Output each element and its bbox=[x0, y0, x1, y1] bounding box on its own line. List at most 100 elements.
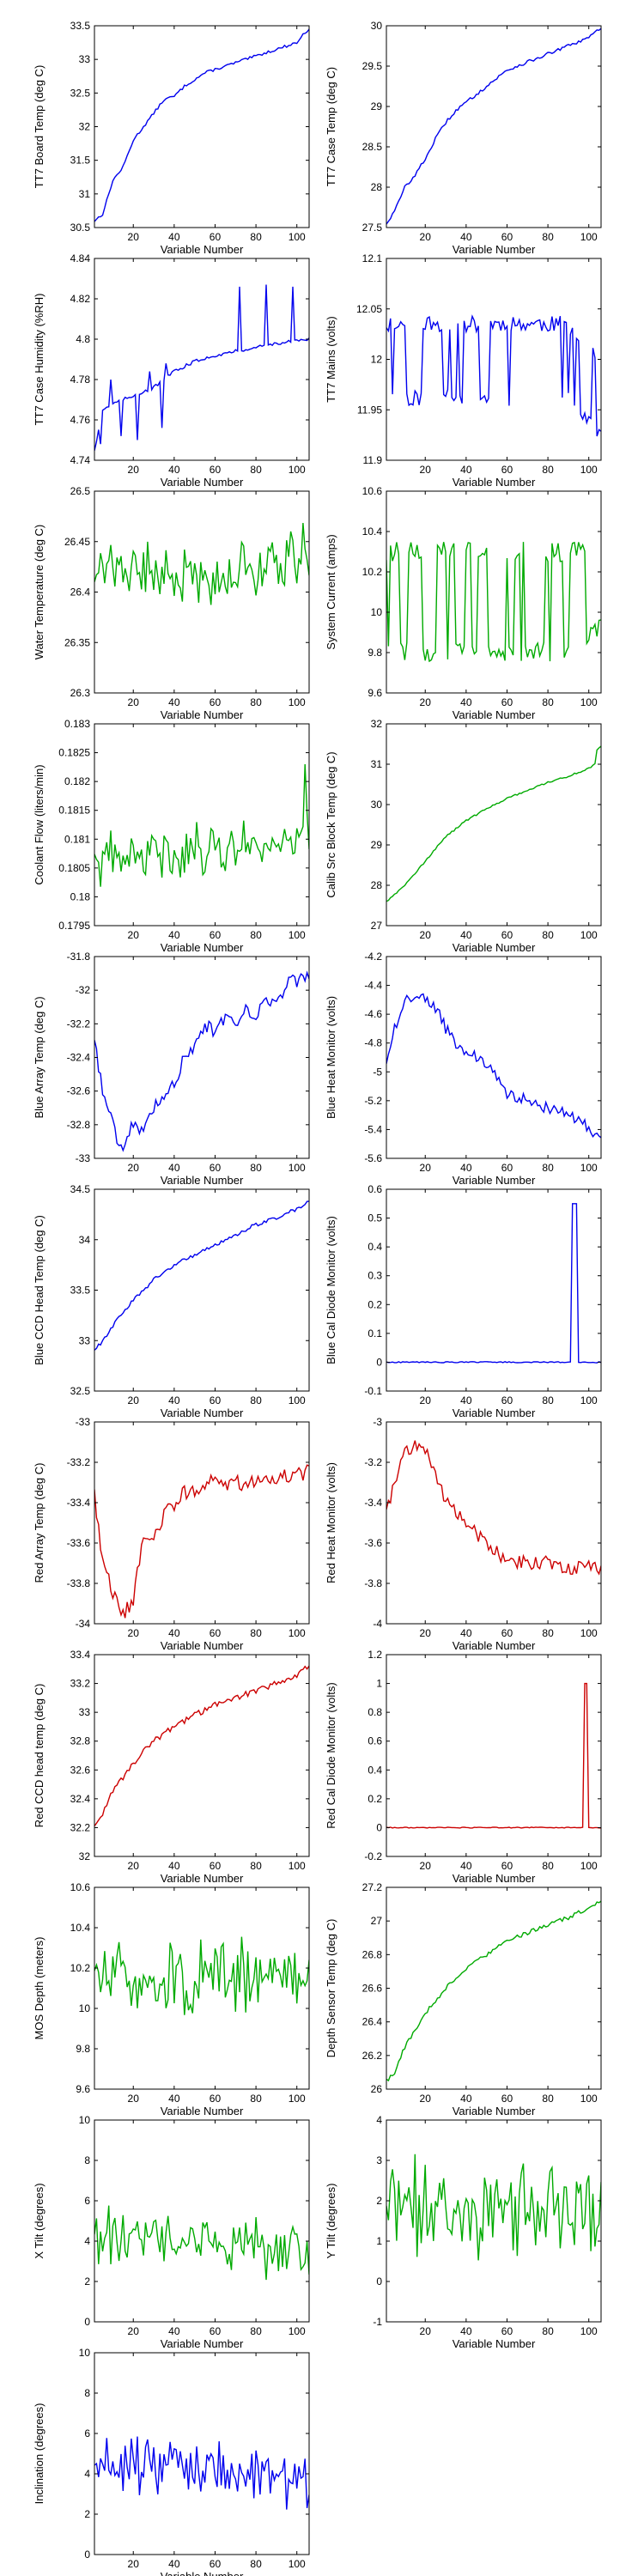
x-tick-label: 60 bbox=[501, 1627, 513, 1639]
x-tick-label: 100 bbox=[289, 2093, 306, 2105]
x-tick-label: 40 bbox=[168, 929, 180, 941]
x-tick-label: 100 bbox=[289, 1860, 306, 1872]
y-tick-label: 11.9 bbox=[363, 454, 383, 466]
x-axis-label: Variable Number bbox=[161, 2570, 244, 2576]
x-tick-label: 60 bbox=[210, 2093, 222, 2105]
y-tick-label: -3.2 bbox=[364, 1456, 382, 1468]
x-tick-label: 40 bbox=[460, 2325, 472, 2337]
x-tick-label: 80 bbox=[250, 929, 262, 941]
chart-panel-20: 20 40 60 80 100 -1 0 1 2 3 4 Variable Number Y Tilt … bbox=[325, 2114, 602, 2350]
x-axis-label: Variable Number bbox=[453, 2337, 536, 2350]
y-tick-label: 10.2 bbox=[70, 1962, 91, 1974]
x-tick-label: 20 bbox=[128, 1394, 140, 1406]
x-axis-label: Variable Number bbox=[453, 2105, 536, 2117]
plot-frame bbox=[386, 1421, 602, 1625]
y-tick-label: -4.6 bbox=[364, 1008, 382, 1020]
plot-frame bbox=[94, 2119, 310, 2323]
y-tick-label: 1.2 bbox=[368, 1649, 382, 1661]
plot-frame bbox=[386, 25, 602, 228]
y-tick-label: 33 bbox=[79, 1334, 91, 1346]
y-tick-label: 31.5 bbox=[70, 155, 91, 167]
x-tick-label: 40 bbox=[460, 929, 472, 941]
plot-frame bbox=[94, 1654, 310, 1857]
y-axis-label: Depth Sensor Temp (deg C) bbox=[325, 1919, 337, 2058]
y-tick-label: 9.6 bbox=[76, 2083, 90, 2095]
x-tick-label: 80 bbox=[542, 231, 554, 243]
y-tick-label: 0.3 bbox=[368, 1270, 382, 1282]
x-axis-label: Variable Number bbox=[453, 1406, 536, 1419]
y-tick-label: 10.6 bbox=[362, 485, 383, 497]
y-tick-label: -3.6 bbox=[364, 1537, 382, 1549]
y-tick-label: 4 bbox=[376, 2114, 382, 2126]
x-tick-label: 60 bbox=[210, 1162, 222, 1174]
x-tick-label: 60 bbox=[210, 1394, 222, 1406]
x-tick-label: 20 bbox=[128, 1860, 140, 1872]
series-line bbox=[94, 1200, 309, 1351]
y-tick-label: 28 bbox=[371, 879, 383, 891]
x-tick-label: 60 bbox=[501, 2325, 513, 2337]
chart-panel-6: 20 40 60 80 100 9.6 9.8 10 10.2 10.4 10.6 Variable … bbox=[325, 485, 602, 721]
y-axis-label: Y Tilt (degrees) bbox=[325, 2184, 337, 2259]
x-tick-label: 100 bbox=[289, 1162, 306, 1174]
series-line bbox=[94, 1665, 309, 1827]
y-tick-label: 0 bbox=[376, 2275, 382, 2287]
series-line bbox=[94, 763, 309, 887]
chart-panel-4: 20 40 60 80 100 11.9 11.95 12 12.05 12.1 Variable … bbox=[325, 252, 602, 489]
y-tick-label: 29 bbox=[371, 839, 383, 851]
x-tick-label: 100 bbox=[580, 1627, 598, 1639]
x-tick-label: 20 bbox=[420, 464, 432, 476]
y-tick-label: 30 bbox=[371, 799, 383, 811]
series-line bbox=[94, 1464, 309, 1619]
x-tick-label: 60 bbox=[210, 464, 222, 476]
chart-panel-5: 20 40 60 80 100 26.3 26.35 26.4 26.45 26.5 Variabl… bbox=[33, 485, 310, 721]
y-tick-label: -33.4 bbox=[67, 1497, 91, 1509]
y-tick-label: 26.35 bbox=[64, 636, 90, 648]
y-tick-label: 26.4 bbox=[362, 2016, 383, 2028]
x-axis-label: Variable Number bbox=[453, 243, 536, 256]
x-tick-label: 60 bbox=[210, 696, 222, 708]
x-tick-label: 40 bbox=[460, 231, 472, 243]
series-line bbox=[94, 522, 309, 605]
plot-frame bbox=[386, 1886, 602, 2090]
x-tick-label: 60 bbox=[210, 2325, 222, 2337]
x-tick-label: 40 bbox=[460, 1162, 472, 1174]
y-axis-label: Red Heat Monitor (volts) bbox=[325, 1462, 337, 1583]
y-tick-label: -32.8 bbox=[67, 1119, 91, 1131]
y-tick-label: 32 bbox=[79, 1850, 91, 1862]
x-axis-label: Variable Number bbox=[453, 941, 536, 954]
y-tick-label: 0.4 bbox=[368, 1764, 382, 1776]
y-tick-label: 10 bbox=[79, 2347, 91, 2359]
x-tick-label: 100 bbox=[580, 2325, 598, 2337]
y-tick-label: 4.78 bbox=[70, 374, 91, 386]
y-tick-label: 0.1805 bbox=[58, 862, 90, 874]
plot-frame bbox=[386, 956, 602, 1159]
chart-panel-7: 20 40 60 80 100 0.1795 0.18 0.1805 0.181 0.1815 0.… bbox=[33, 718, 310, 954]
y-tick-label: 10 bbox=[371, 606, 383, 618]
y-tick-label: 32.2 bbox=[70, 1821, 91, 1833]
x-tick-label: 20 bbox=[420, 231, 432, 243]
x-tick-label: 40 bbox=[460, 1394, 472, 1406]
y-tick-label: 11.95 bbox=[357, 404, 382, 416]
x-tick-label: 20 bbox=[420, 1162, 432, 1174]
y-tick-label: 0.5 bbox=[368, 1212, 382, 1224]
y-tick-label: 30 bbox=[371, 20, 383, 32]
y-tick-label: 0 bbox=[84, 2316, 90, 2328]
y-tick-label: -4.8 bbox=[364, 1037, 382, 1049]
chart-panel-8: 20 40 60 80 100 27 28 29 30 31 32 Variable Number Ca… bbox=[325, 718, 602, 954]
x-tick-label: 100 bbox=[289, 2325, 306, 2337]
chart-panel-2: 20 40 60 80 100 27.5 28 28.5 29 29.5 30 Variable Nu… bbox=[325, 20, 602, 256]
x-axis-label: Variable Number bbox=[161, 1639, 244, 1652]
y-tick-label: 32.8 bbox=[70, 1735, 91, 1747]
x-tick-label: 60 bbox=[501, 2093, 513, 2105]
y-tick-label: -5.2 bbox=[364, 1095, 382, 1107]
y-tick-label: 9.6 bbox=[368, 687, 382, 699]
series-line bbox=[386, 1203, 601, 1364]
y-tick-label: 31 bbox=[371, 758, 383, 770]
x-tick-label: 100 bbox=[289, 464, 306, 476]
y-tick-label: 26.3 bbox=[70, 687, 91, 699]
y-axis-label: Blue Heat Monitor (volts) bbox=[325, 996, 337, 1119]
y-tick-label: 28 bbox=[371, 181, 383, 193]
y-tick-label: -33.2 bbox=[67, 1456, 91, 1468]
y-tick-label: 0.1815 bbox=[58, 805, 90, 817]
